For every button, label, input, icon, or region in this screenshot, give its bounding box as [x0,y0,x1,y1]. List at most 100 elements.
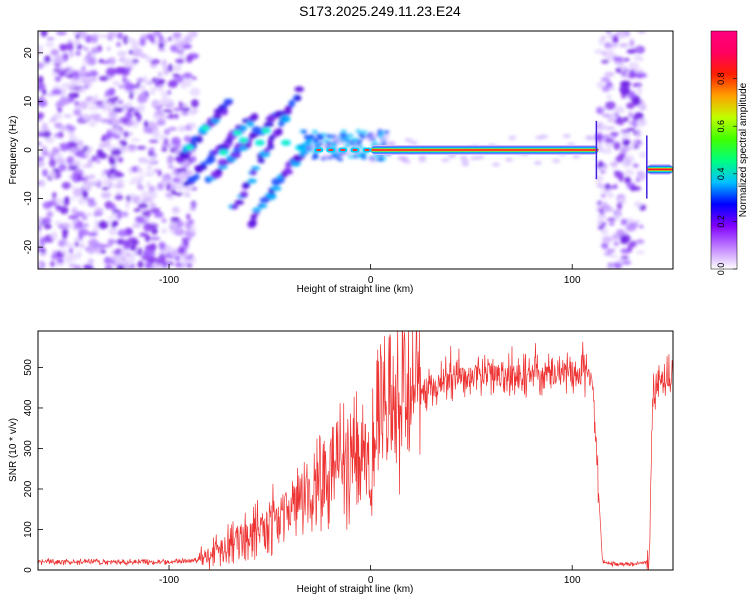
noise-blob [74,152,83,157]
noise-blob [43,223,52,230]
noise-blob [167,165,175,169]
noise-blob [143,222,153,232]
noise-blob [169,183,177,190]
noise-blob [51,197,57,205]
noise-blob [125,200,130,210]
noise-blob [175,58,185,64]
noise-blob [190,155,197,163]
noise-blob [51,88,62,96]
noise-blob [143,120,149,129]
noise-blob [100,182,109,186]
noise-blob [620,218,628,226]
heatmap-yticks: -20 -10 0 10 20 [23,47,43,254]
noise-blob [621,131,631,138]
noise-blob [620,148,627,153]
noise-blob [137,104,146,113]
noise-blob [106,46,111,51]
noise-blob [86,246,96,255]
noise-blob [596,121,604,131]
noise-blob [117,157,124,163]
streak-blob [198,164,208,171]
noise-blob [166,90,172,95]
noise-blob [70,197,76,201]
noise-blob [138,84,146,91]
noise-blob [38,180,46,186]
hot-spot-core [220,150,226,154]
haze-blob [366,137,375,142]
noise-blob [171,171,178,176]
noise-blob [70,185,75,189]
noise-blob [163,137,169,146]
noise-blob [100,249,107,254]
noise-blob [38,262,42,269]
noise-blob [77,44,83,50]
streak-blob [206,156,216,163]
noise-blob [38,230,42,239]
noise-blob [123,262,130,267]
noise-blob [141,198,147,205]
noise-blob [188,122,197,129]
noise-blob [636,128,641,138]
noise-blob [162,180,174,186]
noise-blob [620,66,627,72]
noise-blob [613,141,621,151]
noise-blob [82,113,89,121]
noise-blob [149,58,161,65]
noise-blob [97,34,108,39]
noise-blob [630,186,642,191]
noise-blob [627,73,637,79]
noise-blob [91,46,99,54]
noise-blob [53,198,64,205]
noise-blob [167,80,178,88]
noise-blob [72,187,83,197]
noise-blob [177,50,184,54]
noise-blob [605,31,612,34]
haze-blob [332,136,341,141]
noise-blob [41,122,48,132]
noise-blob [73,108,82,116]
noise-blob [639,224,644,229]
noise-blob [137,168,145,173]
haze-blob [347,133,354,138]
heatmap-xtick-label: -100 [159,275,179,286]
noise-blob [113,96,119,100]
noise-blob [612,233,622,238]
noise-blob [189,87,201,97]
noise-blob [80,72,86,79]
noise-blob [616,202,623,210]
noise-blob [602,149,613,154]
heatmap-ytick-label: 20 [23,47,34,59]
streak-blob [196,135,203,144]
streak-blob [215,168,223,174]
noise-blob [61,181,72,190]
streak-blob [234,199,244,206]
noise-blob [191,76,197,80]
noise-blob [593,49,605,55]
noise-blob [87,258,94,265]
noise-blob [98,59,105,64]
noise-blob [157,48,166,52]
noise-blob [80,78,91,85]
noise-blob [150,87,155,96]
noise-blob [139,232,149,237]
noise-blob [613,170,621,175]
noise-blob [133,111,140,117]
haze-blob [377,157,384,162]
snr-xtick-label: 0 [368,575,374,586]
haze-blob [338,132,345,137]
noise-blob [67,215,79,220]
noise-blob [107,238,114,248]
haze-blob [381,135,390,140]
noise-blob [74,92,80,98]
noise-blob [158,241,166,250]
noise-blob [110,148,122,157]
noise-blob [41,150,50,157]
noise-blob [605,265,617,269]
noise-blob [181,111,189,116]
noise-blob [38,44,44,53]
haze-blob [476,155,485,160]
noise-blob [615,31,621,37]
noise-blob [88,200,93,207]
heatmap-xticks: -100 0 100 [159,264,581,286]
